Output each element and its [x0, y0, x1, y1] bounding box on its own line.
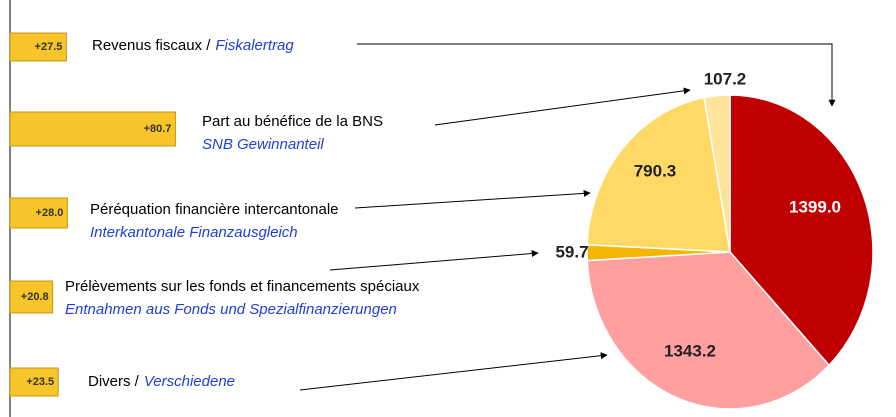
bar	[9, 32, 67, 62]
label-fr: Divers /	[88, 373, 140, 390]
slice-label: 1399.0	[789, 197, 841, 216]
arrow	[357, 43, 836, 107]
arrow	[329, 250, 539, 271]
arrows	[299, 43, 836, 391]
bar-label: +20.8	[21, 291, 49, 303]
label-fr: Prélèvements sur les fonds et financemen…	[65, 278, 420, 295]
label-fr: Part au bénéfice de la BNS	[202, 113, 383, 130]
bar-label: +27.5	[35, 41, 63, 53]
slice-label: 1343.2	[664, 341, 716, 360]
bar-label: +23.5	[26, 376, 54, 388]
pie-slice	[729, 94, 874, 367]
pie-slice	[703, 94, 731, 253]
label-de: Fiskalertrag	[215, 37, 294, 54]
label-de: Verschiedene	[144, 373, 235, 390]
label-de: Entnahmen aus Fonds und Spezialfinanzier…	[65, 301, 397, 318]
bar	[9, 280, 54, 314]
category-label: Divers / Verschiedene	[88, 373, 235, 390]
slice-label: 59.7	[555, 242, 588, 261]
bar	[9, 197, 68, 229]
slice-label: 107.2	[704, 69, 747, 88]
slice-label: 790.3	[634, 161, 677, 180]
bar	[9, 367, 59, 397]
bar	[9, 111, 176, 147]
arrow	[434, 87, 691, 126]
pie-slice	[586, 96, 731, 253]
arrow	[354, 189, 591, 209]
bar-label: +28.0	[36, 207, 64, 219]
bar-label: +80.7	[144, 123, 172, 135]
label-de: SNB Gewinnanteil	[202, 136, 324, 153]
category-label: Revenus fiscaux / Fiskalertrag	[92, 37, 294, 54]
label-fr: Revenus fiscaux /	[92, 37, 211, 54]
arrow	[299, 352, 608, 391]
label-fr: Péréquation financière intercantonale	[90, 201, 339, 218]
pie-slice	[586, 251, 831, 410]
label-de: Interkantonale Finanzausgleich	[90, 224, 298, 241]
